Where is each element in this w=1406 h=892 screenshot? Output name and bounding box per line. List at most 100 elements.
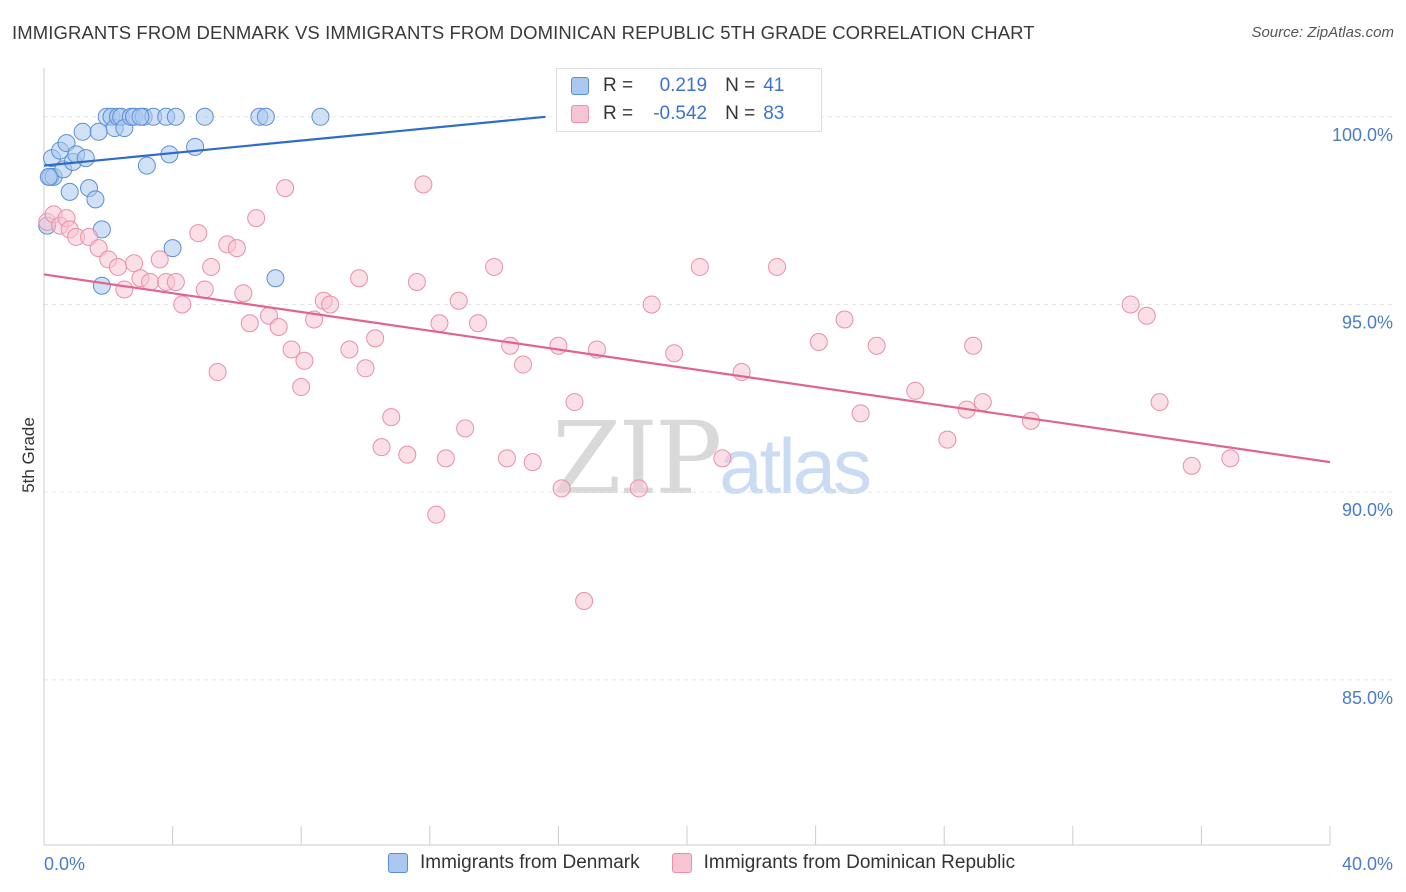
- data-point-dominican: [350, 269, 369, 288]
- data-point-dominican: [115, 280, 134, 299]
- legend-swatch-denmark: [571, 77, 589, 95]
- data-point-dominican: [150, 250, 169, 269]
- legend-row-dominican: R = -0.542 N = 83: [571, 101, 784, 127]
- data-point-dominican: [427, 505, 446, 524]
- data-point-dominican: [456, 419, 475, 438]
- gridlines: [44, 116, 1393, 681]
- data-point-dominican: [208, 363, 227, 382]
- data-point-dominican: [552, 479, 571, 498]
- data-point-dominican: [713, 449, 732, 468]
- data-point-dominican: [269, 318, 288, 336]
- data-point-dominican: [247, 209, 266, 228]
- data-point-denmark: [131, 107, 150, 126]
- data-point-dominican: [449, 291, 468, 310]
- data-point-dominican: [108, 257, 127, 276]
- data-point-denmark: [166, 107, 185, 126]
- data-point-dominican: [1221, 449, 1240, 468]
- data-point-denmark: [311, 107, 330, 126]
- data-point-dominican: [1121, 295, 1140, 314]
- data-point-dominican: [809, 333, 828, 352]
- legend-r-value: 0.219: [659, 75, 708, 96]
- data-point-dominican: [195, 280, 214, 299]
- watermark: ZIPatlas: [552, 400, 872, 517]
- y-tick-labels: 100.0% 95.0% 90.0% 85.0%: [1332, 125, 1393, 708]
- data-point-dominican: [1022, 411, 1041, 430]
- source-credit: Source: ZipAtlas.com: [1251, 24, 1394, 41]
- data-point-denmark: [195, 107, 214, 126]
- data-point-dominican: [436, 449, 455, 468]
- legend-n-label: N =: [725, 75, 756, 96]
- data-point-dominican: [549, 336, 568, 355]
- legend-n-label: N =: [725, 103, 756, 124]
- data-point-dominican: [523, 453, 542, 472]
- data-point-dominican: [372, 438, 391, 457]
- data-point-dominican: [690, 257, 709, 276]
- data-point-dominican: [321, 295, 340, 314]
- data-point-dominican: [642, 295, 661, 314]
- trend-line-dominican: [43, 273, 1331, 464]
- data-point-dominican: [356, 359, 375, 378]
- data-point-dominican: [407, 272, 426, 291]
- data-point-dominican: [575, 592, 594, 611]
- data-point-dominican: [340, 340, 359, 359]
- data-point-denmark: [92, 276, 111, 295]
- data-point-dominican: [938, 430, 957, 449]
- data-point-dominican: [1137, 306, 1156, 325]
- data-point-denmark: [186, 137, 205, 156]
- chart-title: IMMIGRANTS FROM DENMARK VS IMMIGRANTS FR…: [12, 22, 1035, 43]
- data-point-dominican: [851, 404, 870, 423]
- legend-r-label: R =: [603, 75, 634, 96]
- data-point-denmark: [76, 149, 95, 168]
- data-point-dominican: [629, 479, 648, 498]
- series-legend-label-denmark: Immigrants from Denmark: [420, 852, 640, 873]
- series-legend-swatch-dominican: [671, 853, 692, 873]
- data-point-dominican: [973, 393, 992, 412]
- legend-swatch-dominican: [571, 105, 589, 123]
- data-point-denmark: [137, 156, 156, 175]
- series-denmark: [38, 107, 651, 295]
- data-point-dominican: [565, 393, 584, 412]
- data-point-dominican: [485, 257, 504, 276]
- series-legend-dominican[interactable]: Immigrants from Dominican Republic: [671, 852, 1015, 874]
- data-point-dominican: [1150, 393, 1169, 412]
- data-point-dominican: [276, 179, 295, 198]
- series-legend-denmark[interactable]: Immigrants from Denmark: [388, 852, 640, 874]
- trend-line-denmark: [43, 115, 546, 167]
- data-point-dominican: [497, 449, 516, 468]
- data-point-dominican: [173, 295, 192, 314]
- data-point-dominican: [382, 408, 401, 427]
- legend-r-value: -0.542: [653, 103, 708, 124]
- series-dominican: [38, 175, 1240, 611]
- y-tick-label: 95.0%: [1342, 312, 1393, 332]
- correlation-legend: R = 0.219 N = 41 R = -0.542 N = 83: [556, 68, 822, 132]
- legend-r-label: R =: [603, 103, 634, 124]
- data-point-dominican: [125, 254, 144, 273]
- data-point-dominican: [295, 351, 314, 370]
- y-axis-label: 5th Grade: [19, 417, 38, 493]
- legend-n-value: 83: [763, 103, 785, 124]
- data-point-dominican: [768, 257, 787, 276]
- data-point-dominican: [867, 336, 886, 355]
- data-point-denmark: [163, 239, 182, 258]
- data-point-dominican: [282, 340, 301, 359]
- data-point-dominican: [234, 284, 253, 303]
- data-point-denmark: [266, 269, 285, 288]
- data-point-dominican: [1182, 456, 1201, 475]
- data-point-dominican: [240, 314, 259, 333]
- data-point-dominican: [398, 445, 417, 464]
- data-point-dominican: [166, 272, 185, 291]
- x-tick-label-max: 40.0%: [1342, 854, 1393, 874]
- data-point-denmark: [60, 182, 79, 201]
- data-point-dominican: [292, 378, 311, 397]
- data-point-denmark: [89, 122, 108, 141]
- watermark-zip: ZIP: [552, 400, 722, 517]
- data-point-dominican: [665, 344, 684, 363]
- axes: [43, 68, 1331, 846]
- data-point-dominican: [141, 272, 160, 291]
- data-point-dominican: [964, 336, 983, 355]
- data-point-dominican: [906, 381, 925, 400]
- series-legend: Immigrants from Denmark Immigrants from …: [388, 852, 1047, 874]
- series-legend-swatch-denmark: [388, 853, 408, 873]
- data-point-dominican: [366, 329, 385, 348]
- x-tick-label-min: 0.0%: [44, 854, 85, 874]
